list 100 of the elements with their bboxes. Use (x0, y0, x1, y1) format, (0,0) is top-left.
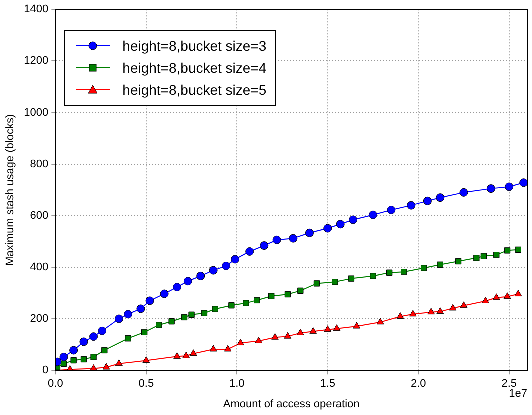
point (514, 290, 522, 297)
point (80, 356, 88, 363)
y-tick-label: 600 (30, 210, 49, 222)
point (370, 273, 376, 280)
point (474, 255, 480, 262)
point (460, 302, 468, 308)
point (254, 297, 260, 304)
point (396, 312, 404, 319)
point (125, 336, 132, 342)
point (336, 220, 345, 229)
point (243, 300, 250, 306)
point (332, 279, 338, 286)
point (201, 310, 208, 316)
point (480, 253, 488, 260)
point (324, 224, 332, 233)
point (231, 255, 240, 264)
point (333, 324, 341, 332)
legend-label: height=8,bucket size=5 (122, 80, 267, 100)
point (437, 262, 444, 268)
point (460, 188, 468, 197)
point (494, 252, 500, 258)
point (449, 304, 457, 311)
point (156, 322, 162, 328)
point (504, 292, 512, 300)
y-tick-label: 400 (30, 261, 49, 274)
point (102, 347, 108, 354)
point (224, 345, 232, 352)
point (376, 318, 384, 325)
point (246, 247, 254, 256)
y-tick-label: 1200 (24, 55, 49, 68)
point (98, 326, 107, 336)
point (298, 288, 304, 294)
x-tick-label: 2.5 (502, 378, 517, 390)
text: 1e7 (509, 388, 528, 400)
y-tick-label: 0 (42, 364, 49, 377)
point (386, 270, 393, 276)
point (289, 234, 298, 243)
point (136, 304, 146, 314)
point (142, 329, 148, 336)
point (190, 350, 198, 356)
point (222, 262, 231, 270)
legend-label: height=8,bucket size=3 (122, 36, 267, 56)
point (102, 363, 110, 370)
point (420, 265, 428, 272)
point (272, 333, 279, 340)
point (348, 276, 355, 282)
point (196, 272, 206, 280)
x-tick-label: 1.0 (229, 378, 245, 390)
point (409, 310, 417, 317)
point (268, 293, 275, 300)
point (369, 210, 378, 220)
point (482, 296, 490, 304)
legend-label: height=8,bucket size=4 (122, 58, 267, 78)
point (188, 312, 195, 318)
point (146, 296, 154, 306)
point (349, 216, 358, 224)
point (428, 308, 436, 315)
y-axis-title: Maximum stash usage (blocks) (4, 114, 17, 266)
point (305, 228, 314, 238)
x-tick-label: 1.5 (320, 378, 336, 390)
point (70, 357, 77, 364)
point (436, 194, 445, 202)
x-axis-title: Amount of access operation (223, 398, 360, 410)
point (90, 332, 98, 342)
point (455, 258, 462, 265)
point (272, 236, 282, 244)
point (505, 182, 514, 192)
point (387, 206, 396, 214)
y-tick-label: 800 (30, 158, 49, 170)
point (504, 248, 511, 254)
point (492, 294, 500, 300)
point (237, 339, 244, 346)
point (212, 306, 218, 312)
point (210, 345, 218, 352)
point (324, 326, 332, 332)
point (142, 356, 150, 364)
point (423, 196, 432, 206)
point (160, 290, 169, 298)
point (314, 280, 320, 287)
point (486, 184, 496, 194)
point (80, 338, 88, 346)
point (284, 291, 292, 298)
y-tick-label: 1400 (24, 4, 49, 16)
point (173, 283, 182, 292)
point (296, 328, 304, 336)
point (184, 277, 192, 286)
point (284, 332, 292, 339)
y-tick-label: 200 (30, 313, 49, 326)
point (228, 302, 235, 309)
point (114, 314, 124, 324)
point (209, 266, 218, 275)
point (515, 246, 522, 253)
x-tick-label: 0.5 (138, 378, 154, 390)
point (60, 352, 68, 362)
point (124, 310, 133, 319)
point (260, 242, 269, 250)
point (174, 352, 181, 359)
y-tick-label: 1000 (24, 106, 49, 119)
x-tick-label: 0.0 (48, 378, 64, 390)
x-tick-label: 2.0 (410, 378, 426, 390)
